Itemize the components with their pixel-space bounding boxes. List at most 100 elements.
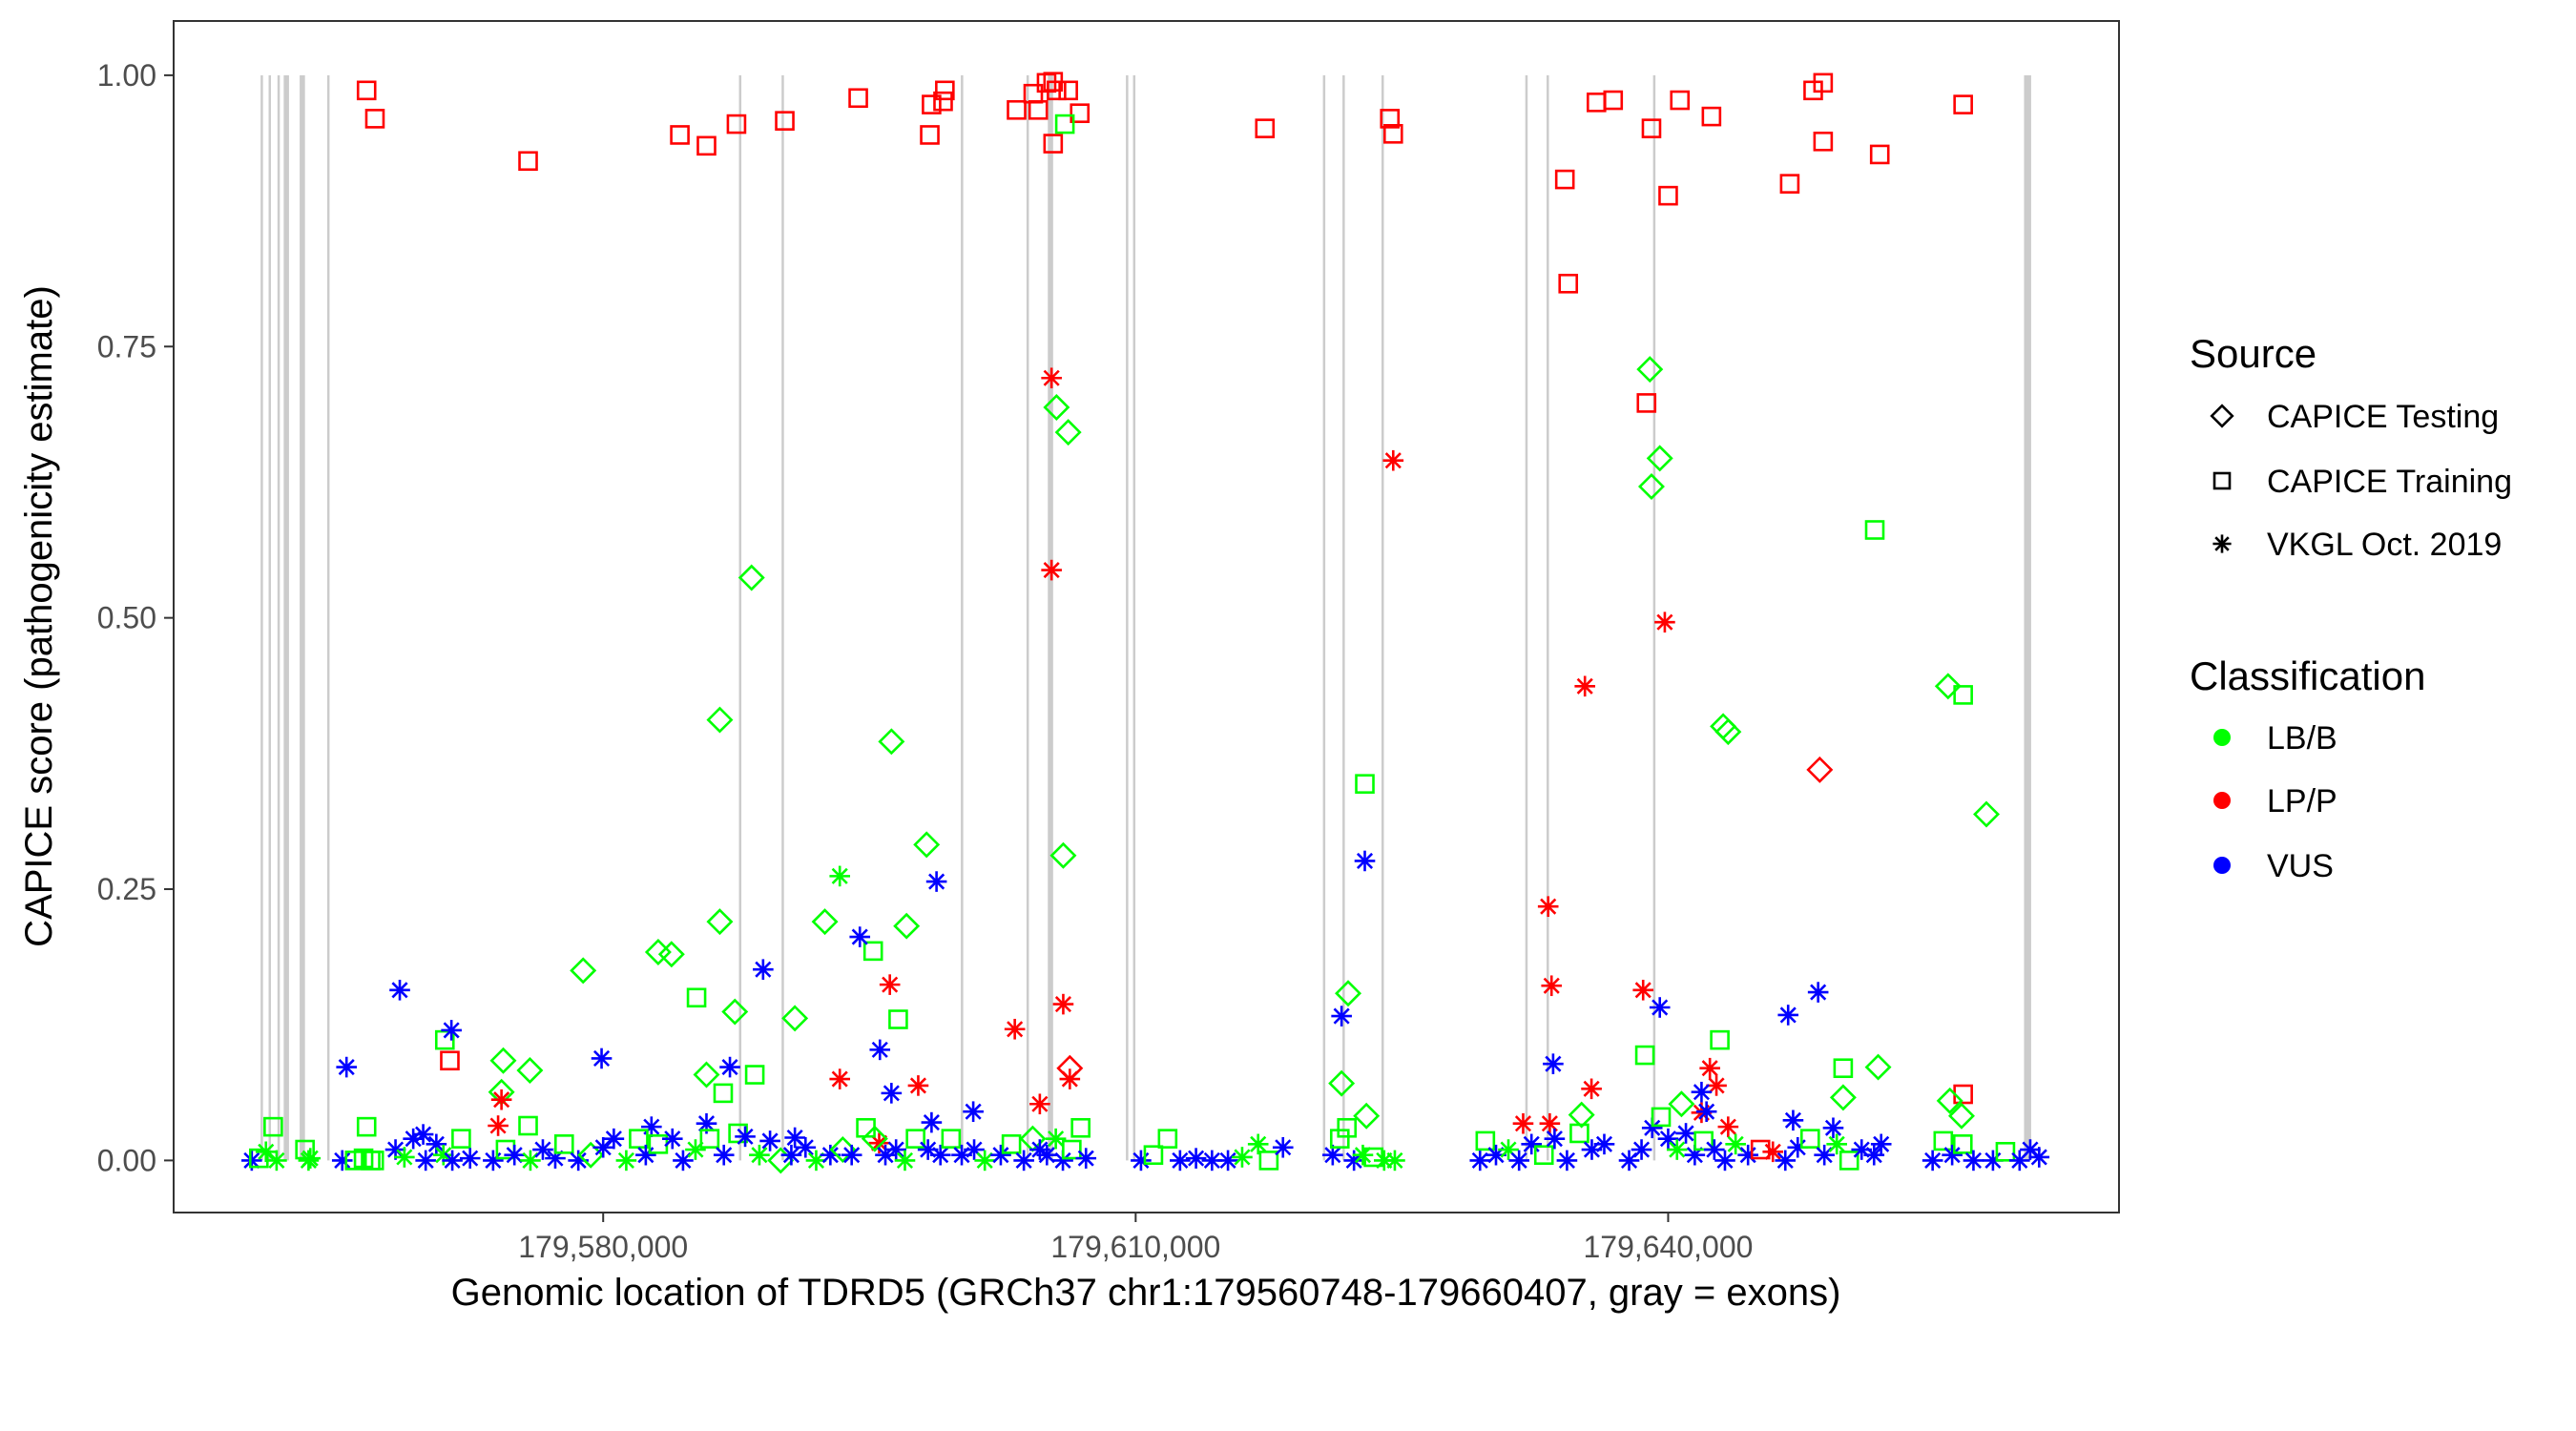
data-point <box>1036 1144 1058 1166</box>
plot-panel-border <box>173 20 2120 1213</box>
data-point <box>1574 675 1596 697</box>
data-point <box>829 865 851 887</box>
data-point <box>878 728 905 756</box>
x-tick-label: 179,640,000 <box>1583 1230 1753 1264</box>
legend-title-source: Source <box>2190 331 2316 376</box>
exon-band <box>1132 74 1136 1161</box>
data-point <box>1380 109 1401 129</box>
data-point <box>1049 841 1077 869</box>
data-point <box>1512 1112 1534 1134</box>
data-point <box>1864 520 1885 540</box>
y-tick-label: 0.00 <box>97 1143 156 1177</box>
data-point <box>894 1150 916 1172</box>
data-point <box>1041 559 1062 581</box>
legend-key-square <box>2212 471 2232 490</box>
x-axis-title: Genomic location of TDRD5 (GRCh37 chr1:1… <box>451 1272 1841 1314</box>
data-point <box>811 908 839 936</box>
data-point <box>1714 718 1742 746</box>
data-point <box>1822 1117 1844 1139</box>
data-point <box>1593 1133 1615 1155</box>
data-point <box>1541 975 1563 997</box>
data-point <box>990 1144 1011 1166</box>
data-point <box>1043 134 1064 154</box>
data-point <box>353 1148 374 1169</box>
data-point <box>263 1116 283 1137</box>
data-point <box>1693 1130 1714 1151</box>
exon-band <box>260 74 263 1161</box>
data-point <box>1782 1110 1804 1131</box>
data-point <box>1833 1058 1854 1079</box>
x-tick-label: 179,610,000 <box>1050 1230 1220 1264</box>
data-point <box>719 1056 740 1078</box>
data-point <box>1382 449 1404 471</box>
exon-band <box>1048 74 1053 1161</box>
legend-label-source: VKGL Oct. 2019 <box>2267 527 2502 563</box>
data-point <box>1813 131 1834 152</box>
data-point <box>696 135 717 156</box>
data-point <box>2009 1150 2030 1172</box>
data-point <box>1953 685 1973 705</box>
data-point <box>1658 185 1678 206</box>
data-point <box>1052 993 1074 1015</box>
data-point <box>1028 99 1049 120</box>
data-point <box>693 1061 720 1089</box>
data-point <box>300 1148 322 1169</box>
data-point <box>553 1134 574 1154</box>
y-axis: 0.00 0.25 0.50 0.75 1.00 <box>97 58 174 1177</box>
data-point <box>440 1050 460 1071</box>
data-point <box>929 1144 951 1166</box>
data-point <box>451 1129 471 1149</box>
data-point <box>1533 1145 1554 1166</box>
data-point <box>629 1129 649 1149</box>
data-point <box>1054 419 1082 446</box>
data-point <box>781 1005 809 1032</box>
data-point <box>856 1117 876 1138</box>
exon-band <box>1652 74 1656 1161</box>
data-point <box>1695 1101 1717 1123</box>
data-point <box>1041 367 1062 389</box>
data-point <box>1143 1145 1164 1166</box>
data-point <box>1775 1150 1797 1172</box>
data-point <box>1029 1093 1050 1115</box>
exon-band <box>277 74 280 1161</box>
data-point <box>1007 99 1027 120</box>
data-point <box>1675 1123 1696 1144</box>
data-point <box>1953 94 1973 114</box>
data-point <box>1157 1129 1178 1149</box>
legend-key-asterisk <box>2212 534 2232 553</box>
data-point <box>1714 1150 1735 1172</box>
data-point <box>488 1115 509 1136</box>
data-point <box>1001 1134 1022 1154</box>
data-point <box>1539 1112 1561 1134</box>
legend-key-dot <box>2213 729 2231 746</box>
data-point <box>441 1020 462 1041</box>
data-point <box>1701 106 1722 127</box>
exon-band <box>781 74 784 1161</box>
data-point <box>1869 144 1890 165</box>
data-point <box>888 1009 908 1029</box>
data-point <box>1779 174 1800 194</box>
data-point <box>941 1129 962 1149</box>
data-point <box>1586 93 1607 113</box>
data-point <box>389 980 410 1001</box>
data-point <box>1636 393 1657 413</box>
data-point <box>726 114 747 135</box>
data-point <box>641 1116 662 1137</box>
exon-band <box>1026 74 1029 1161</box>
data-point <box>913 831 941 859</box>
legend-label-classification: VUS <box>2267 848 2334 884</box>
data-point <box>848 88 868 109</box>
data-point <box>591 1047 613 1069</box>
exon-band <box>1342 74 1345 1161</box>
data-point <box>1054 114 1075 135</box>
data-point <box>483 1150 504 1172</box>
data-point <box>869 1039 891 1061</box>
data-point <box>1537 896 1559 918</box>
data-point <box>780 1144 802 1166</box>
legend-label-classification: LB/B <box>2267 720 2337 757</box>
data-point <box>925 871 947 892</box>
data-point <box>532 1139 553 1160</box>
data-point <box>1508 1150 1529 1172</box>
data-point <box>661 1128 683 1150</box>
data-point <box>356 80 377 101</box>
